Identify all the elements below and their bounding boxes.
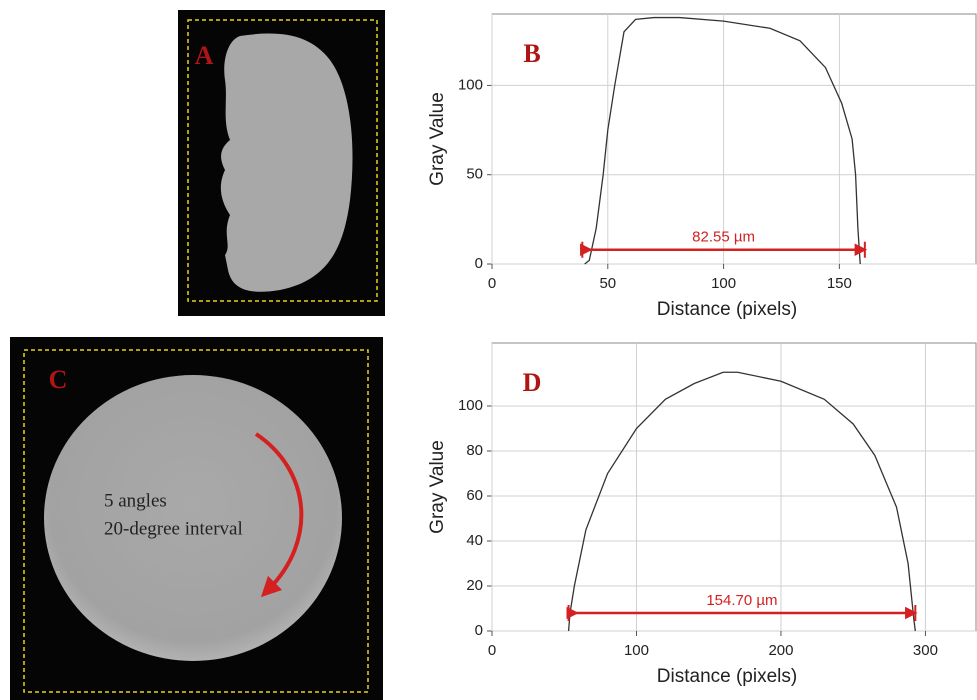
plot-area xyxy=(492,343,976,631)
panel-label: A xyxy=(195,41,214,70)
y-tick-label: 40 xyxy=(466,532,483,549)
measure-label: 82.55 µm xyxy=(692,229,755,246)
y-tick-label: 100 xyxy=(458,76,483,93)
y-axis-label: Gray Value xyxy=(427,440,448,534)
x-axis-label: Distance (pixels) xyxy=(657,299,797,320)
y-tick-label: 0 xyxy=(475,622,483,639)
panel-c: 5 angles 20-degree interval C xyxy=(10,337,383,700)
x-tick-label: 0 xyxy=(488,275,496,292)
panel-a: A xyxy=(178,10,385,316)
x-tick-label: 50 xyxy=(599,275,616,292)
measure-label: 154.70 µm xyxy=(706,592,777,609)
annotation: 20-degree interval xyxy=(104,518,243,539)
panel-label: B xyxy=(523,39,540,68)
x-tick-label: 100 xyxy=(711,275,736,292)
x-tick-label: 100 xyxy=(624,642,649,659)
y-tick-label: 0 xyxy=(475,255,483,272)
page: {"images": [ {"label": "A"}, {"label": "… xyxy=(0,0,977,700)
panel-label: D xyxy=(523,368,542,397)
x-tick-label: 0 xyxy=(488,642,496,659)
panel-label: C xyxy=(49,365,68,394)
figure: A 5 angles 20-degree interval C 0 50 100 0 5… xyxy=(0,0,977,700)
y-tick-label: 100 xyxy=(458,397,483,414)
x-axis-label: Distance (pixels) xyxy=(657,666,797,687)
y-tick-label: 50 xyxy=(466,166,483,183)
sample-shape xyxy=(221,34,353,292)
plot-area xyxy=(492,14,976,264)
x-tick-label: 300 xyxy=(913,642,938,659)
chart: 0 50 100 0 50 100 150 82.55 µm B Distance (pixels… xyxy=(427,14,976,320)
y-tick-label: 20 xyxy=(466,577,483,594)
y-tick-label: 80 xyxy=(466,442,483,459)
chart: 0 20 40 60 80 100 0 100 200 300 154.70 µm D Distance… xyxy=(427,343,976,687)
y-tick-label: 60 xyxy=(466,487,483,504)
x-tick-label: 200 xyxy=(768,642,793,659)
x-tick-label: 150 xyxy=(827,275,852,292)
y-axis-label: Gray Value xyxy=(427,92,448,186)
annotation: 5 angles xyxy=(104,490,167,511)
